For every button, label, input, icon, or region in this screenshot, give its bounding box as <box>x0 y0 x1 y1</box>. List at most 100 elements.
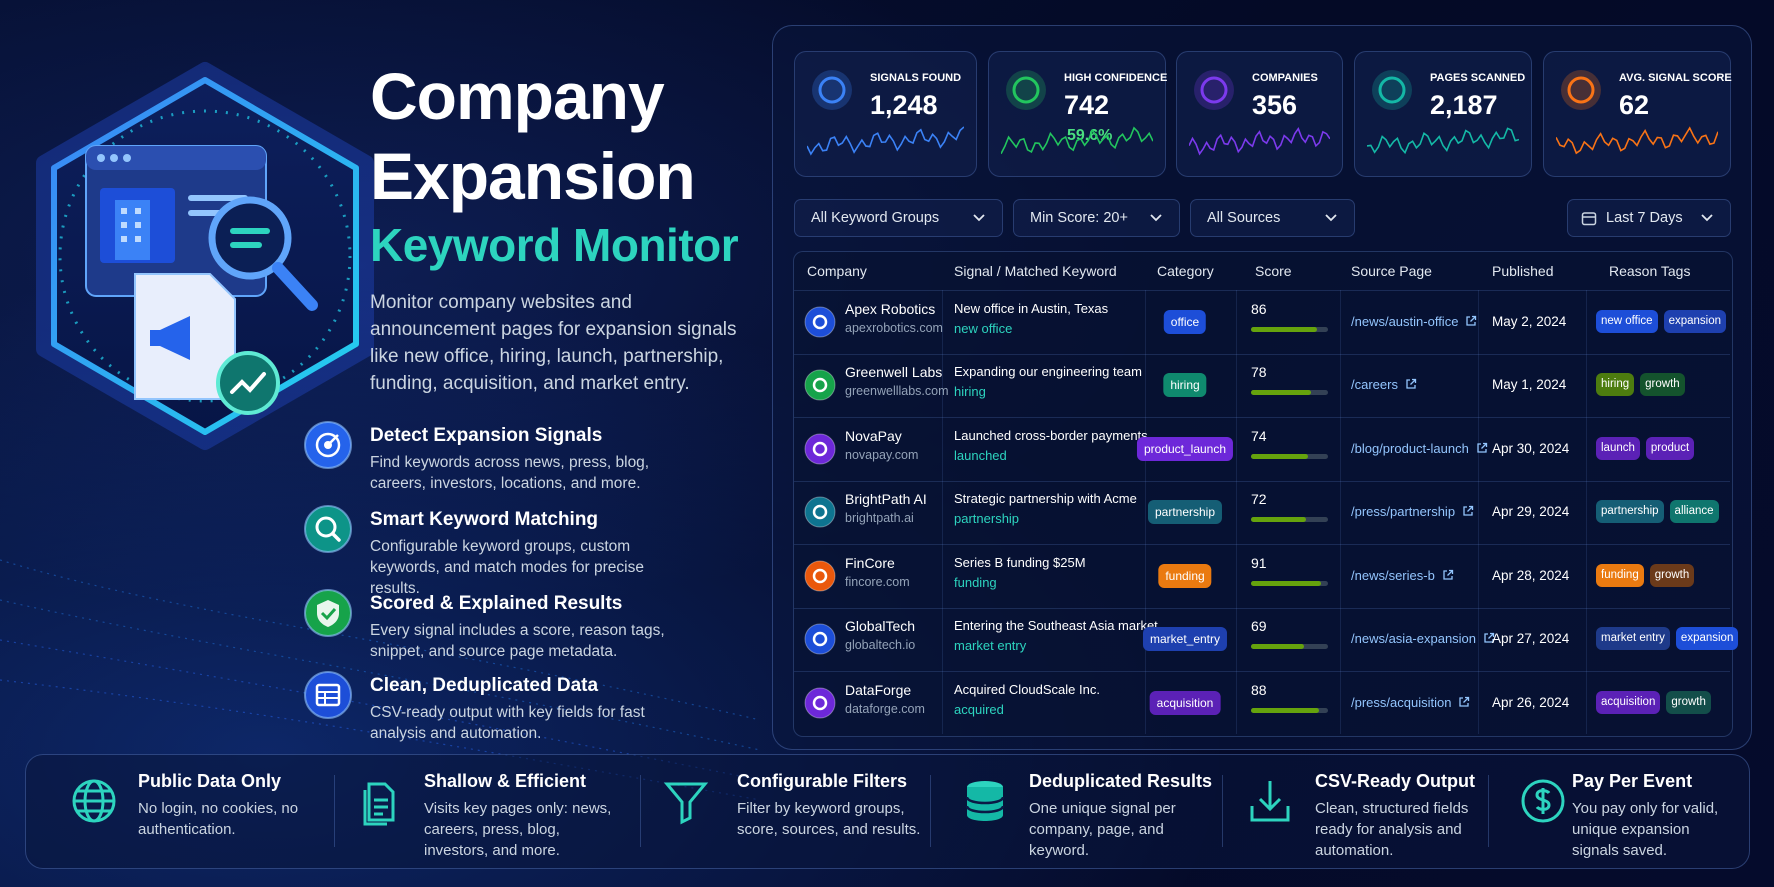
benefit-icon-part <box>663 782 709 825</box>
source-link[interactable]: /press/acquisition <box>1351 695 1470 710</box>
reason-tag: alliance <box>1669 500 1719 524</box>
hero-description: Monitor company websites and announcemen… <box>370 292 737 394</box>
chevron-part <box>973 214 985 222</box>
column-divider <box>942 290 943 734</box>
reason-tags: launch product <box>1596 436 1700 460</box>
calendar-icon-part <box>1581 212 1597 226</box>
external-link-icon <box>1443 569 1453 580</box>
company-logo <box>804 687 836 719</box>
row-divider <box>794 290 1730 291</box>
column-divider <box>1586 290 1587 734</box>
column-divider <box>1145 290 1146 734</box>
filter-dropdown[interactable]: All Sources <box>1190 199 1355 237</box>
chevron-part <box>1701 214 1713 222</box>
reason-tag: launch <box>1596 436 1640 460</box>
sparkline <box>1556 126 1718 155</box>
score-value: 86 <box>1251 300 1267 317</box>
benefit-icon-part <box>1521 779 1565 823</box>
score-bar <box>1251 390 1312 396</box>
company-logo-part <box>812 378 828 393</box>
reason-tag: acquisition <box>1596 690 1661 714</box>
sparkline-part <box>1001 126 1153 155</box>
source-link[interactable]: /news/asia-expansion <box>1351 631 1495 646</box>
source-link[interactable]: /press/partnership <box>1351 504 1474 519</box>
benefit-title: CSV-Ready Output <box>1315 771 1476 791</box>
feature-icon-part <box>304 671 352 719</box>
matched-keyword: acquired <box>954 701 1004 717</box>
category-pill: partnership <box>1147 500 1223 525</box>
published-date: Apr 28, 2024 <box>1492 567 1570 583</box>
source-link[interactable]: /news/austin-office <box>1351 314 1477 329</box>
stat-value: 356 <box>1252 90 1298 120</box>
filter-dropdown[interactable]: All Keyword Groups <box>794 199 1003 237</box>
company-name: DataForge <box>845 681 912 698</box>
column-divider <box>1236 290 1237 734</box>
stat-icon-part <box>1006 70 1046 110</box>
score-bar <box>1251 326 1318 332</box>
hero-graphic <box>36 62 374 450</box>
feature-icon <box>304 505 352 553</box>
hero-graphic-part <box>58 109 352 403</box>
published-date: May 1, 2024 <box>1492 377 1567 393</box>
reason-tag: market entry <box>1596 627 1670 651</box>
row-divider <box>794 353 1730 355</box>
source-link[interactable]: /news/series-b <box>1351 568 1454 583</box>
hero-graphic-part <box>123 154 131 162</box>
table-header: Source Page <box>1351 263 1432 279</box>
benefit-title: Configurable Filters <box>737 771 908 791</box>
sparkline-part <box>1189 127 1330 156</box>
stat-icon <box>812 70 852 110</box>
table-header: Published <box>1492 263 1554 279</box>
source-link[interactable]: /careers <box>1351 377 1417 392</box>
external-link-icon <box>1463 506 1474 516</box>
matched-keyword: launched <box>954 447 1007 463</box>
benefit-icon-part <box>367 782 395 822</box>
reason-tags: new office expansion <box>1596 309 1732 333</box>
feature-title: Scored & Explained Results <box>370 593 623 614</box>
company-logo <box>804 369 836 401</box>
company-logo-part <box>804 496 836 528</box>
feature-icon-part <box>327 434 339 446</box>
external-link-icon-part <box>1466 315 1477 326</box>
stat-icon-part <box>1200 76 1228 104</box>
company-domain: apexrobotics.com <box>845 320 943 335</box>
chevron <box>1701 214 1713 222</box>
hero-graphic-part <box>135 208 141 214</box>
row-divider <box>794 607 1730 609</box>
chevron-part <box>1325 214 1337 222</box>
company-domain: greenwelllabs.com <box>845 384 949 399</box>
source-link[interactable]: /blog/product-launch <box>1351 441 1488 456</box>
stat-card: AVG. SIGNAL SCORE 62 <box>1543 51 1732 177</box>
benefit-title: Pay Per Event <box>1572 771 1693 791</box>
company-logo-part <box>812 314 828 329</box>
company-logo-part <box>812 632 828 647</box>
benefit-title: Shallow & Efficient <box>424 771 587 791</box>
reason-tags: acquisition growth <box>1596 690 1717 714</box>
filter-dropdown[interactable]: Min Score: 20+ <box>1013 199 1180 237</box>
reason-tags: hiring growth <box>1596 373 1691 397</box>
published-date: Apr 26, 2024 <box>1492 694 1570 710</box>
feature-divider <box>640 775 641 847</box>
benefit-text: No login, no cookies, no authentication. <box>138 800 299 838</box>
company-logo-part <box>804 560 836 592</box>
matched-keyword: funding <box>954 574 997 590</box>
hero-graphic-part <box>110 154 118 162</box>
table-header: Score <box>1255 263 1292 279</box>
signal-text: New office in Austin, Texas <box>954 300 1109 316</box>
hero-graphic-part <box>115 200 150 260</box>
score-bar <box>1251 453 1308 459</box>
reason-tag: hiring <box>1596 373 1635 397</box>
filter-label: Min Score: 20+ <box>1030 210 1128 226</box>
external-link-icon <box>1466 315 1477 326</box>
feature-icon-part <box>317 600 339 627</box>
column-divider <box>1478 290 1479 734</box>
hero-graphic-part <box>86 146 266 170</box>
company-logo-part <box>804 433 836 465</box>
filter-dropdown[interactable]: Last 7 Days <box>1567 199 1731 237</box>
stat-icon-part <box>1012 76 1040 104</box>
stat-icon-part <box>818 76 846 104</box>
benefit-icon <box>965 781 1005 821</box>
sparkline-part <box>807 126 964 156</box>
signal-text: Launched cross-border payments <box>954 427 1148 443</box>
